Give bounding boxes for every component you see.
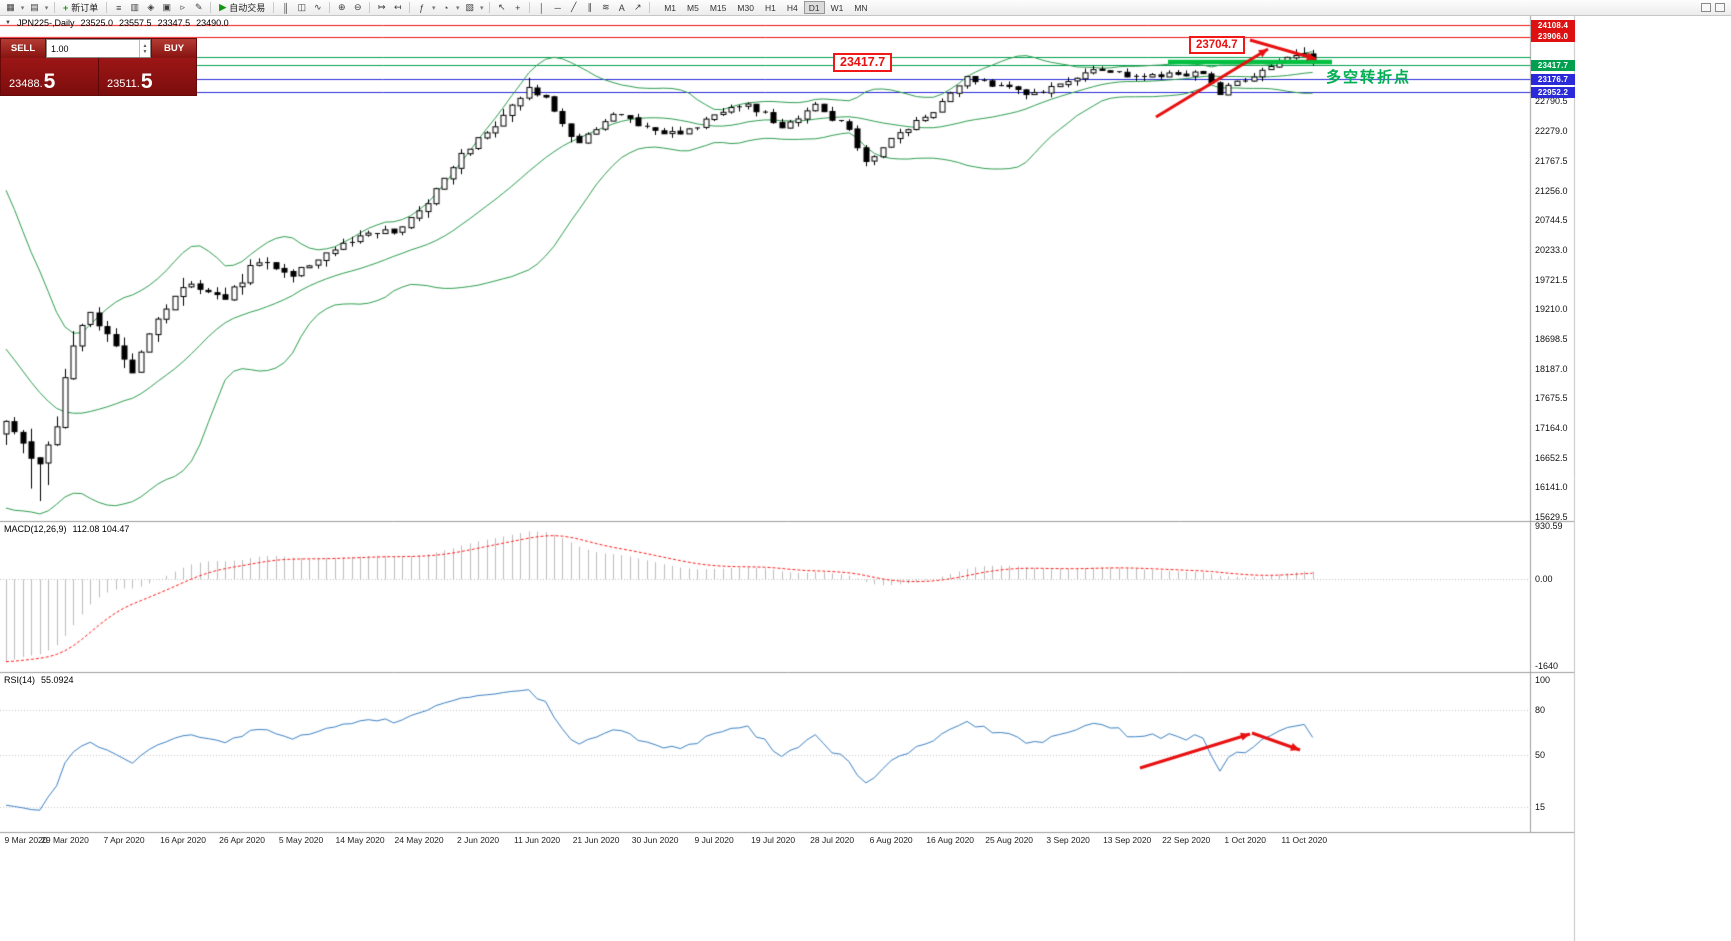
- symbol-period-label: JPN225-,Daily: [16, 18, 75, 28]
- window-minimize-icon[interactable]: [1715, 3, 1725, 12]
- rsi-name: RSI(14): [4, 675, 36, 685]
- high-value: 23557.5: [119, 18, 152, 28]
- horizontal-line-icon[interactable]: ─: [554, 2, 561, 13]
- periods-caret-icon[interactable]: ▾: [455, 4, 460, 12]
- timeframe-button-mn[interactable]: MN: [854, 3, 868, 13]
- vertical-line-icon[interactable]: │: [538, 2, 545, 13]
- toolbar-separator: [273, 2, 275, 13]
- new-order-button[interactable]: + 新订单: [59, 1, 102, 15]
- bar-chart-icon[interactable]: ║: [282, 2, 289, 13]
- autotrading-button-label: 自动交易: [229, 3, 266, 13]
- main-toolbar: ▦ ▾ ▤ ▾ + 新订单 ≡ ▥ ◈ ▣ ▹ ✎ ▶ 自动交易 ║ ◫ ∿ ⊕ ⊖ ↦ ↤ ƒ ▾ ◔ ▾ ▧ ▾ ↖ + │ ─ ╱ ∥ ≋ A…: [0, 0, 1731, 16]
- timeframe-button-m5[interactable]: M5: [687, 3, 699, 13]
- buy-price-main: 23511.: [107, 78, 140, 90]
- price-annotation-23704[interactable]: 23704.7: [1189, 36, 1245, 54]
- buy-price-display[interactable]: 23511. 5: [99, 58, 196, 95]
- timeframe-button-m15[interactable]: M15: [709, 3, 727, 13]
- toolbar-separator: [106, 2, 108, 13]
- timeframe-button-h1[interactable]: H1: [764, 3, 776, 13]
- cursor-icon[interactable]: ↖: [497, 2, 506, 12]
- sell-price-pips: 5: [43, 70, 56, 93]
- autotrading-icon: ▶: [219, 2, 227, 12]
- toolbar-separator: [369, 2, 371, 13]
- timeframe-button-m1[interactable]: M1: [664, 3, 677, 13]
- buy-button[interactable]: BUY: [151, 39, 196, 58]
- data-window-icon[interactable]: ▥: [130, 2, 140, 12]
- open-value: 23525.0: [80, 18, 114, 28]
- macd-indicator-label: MACD(12,26,9) 112.08 104.47: [4, 524, 129, 534]
- toolbar-separator: [649, 2, 651, 13]
- new-order-icon: +: [63, 2, 69, 13]
- navigator-icon[interactable]: ◈: [147, 2, 155, 12]
- timeframe-button-w1[interactable]: W1: [830, 3, 844, 13]
- sell-price-main: 23488.: [9, 78, 43, 90]
- low-value: 23347.5: [157, 18, 191, 28]
- timeframe-button-m30[interactable]: M30: [737, 3, 754, 13]
- toolbar-separator: [329, 2, 331, 13]
- new-chart-icon[interactable]: ▦: [6, 2, 15, 12]
- close-value: 23490.0: [196, 18, 229, 28]
- lot-size-field[interactable]: 1.00 ▲ ▼: [46, 39, 151, 58]
- trendline-icon[interactable]: ╱: [571, 2, 577, 12]
- window-restore-icon[interactable]: [1701, 3, 1711, 12]
- one-click-buttons-row: SELL 1.00 ▲ ▼ BUY: [1, 39, 196, 58]
- autotrading-button[interactable]: ▶ 自动交易: [215, 1, 269, 15]
- sell-button[interactable]: SELL: [1, 39, 46, 58]
- price-chart-canvas[interactable]: [0, 16, 1731, 941]
- profiles-caret-icon[interactable]: ▾: [44, 4, 49, 12]
- chart-info-line: ▼ JPN225-,Daily 23525.0 23557.5 23347.5 …: [5, 18, 229, 29]
- price-divider: [98, 58, 99, 95]
- macd-values: 112.08 104.47: [72, 524, 130, 534]
- lot-decrease-icon[interactable]: ▼: [142, 48, 148, 55]
- templates-icon[interactable]: ▧: [465, 2, 474, 12]
- buy-price-pips: 5: [140, 70, 153, 93]
- fibonacci-icon[interactable]: ≋: [601, 2, 610, 12]
- auto-scroll-icon[interactable]: ↦: [377, 2, 386, 12]
- macd-name: MACD(12,26,9): [4, 524, 67, 534]
- strategy-tester-icon[interactable]: ▹: [180, 2, 186, 12]
- line-chart-icon[interactable]: ∿: [313, 2, 322, 12]
- new-chart-caret-icon[interactable]: ▾: [20, 4, 25, 12]
- periods-icon[interactable]: ◔: [443, 2, 449, 13]
- toolbar-separator: [409, 2, 411, 13]
- new-order-button-label: 新订单: [71, 3, 99, 13]
- rsi-values: 55.0924: [41, 675, 74, 685]
- candlestick-chart-icon[interactable]: ◫: [297, 2, 306, 12]
- turning-point-annotation: 多空转折点: [1326, 69, 1412, 86]
- text-icon[interactable]: A: [618, 2, 625, 13]
- zoom-in-icon[interactable]: ⊕: [337, 2, 346, 12]
- lot-stepper[interactable]: ▲ ▼: [139, 40, 150, 57]
- templates-caret-icon[interactable]: ▾: [479, 4, 484, 12]
- timeframe-toolbar: M1 M5 M15 M30 H1 H4 D1 W1 MN: [659, 1, 872, 14]
- metaeditor-icon[interactable]: ✎: [195, 2, 203, 12]
- one-click-trading-panel: SELL 1.00 ▲ ▼ BUY 23488. 5 23511. 5: [0, 38, 197, 96]
- chart-shift-icon[interactable]: ↤: [393, 2, 402, 12]
- crosshair-icon[interactable]: +: [515, 2, 521, 13]
- profiles-icon[interactable]: ▤: [30, 2, 39, 12]
- timeframe-button-h4[interactable]: H4: [786, 3, 798, 13]
- one-click-collapse-icon[interactable]: ▼: [5, 20, 11, 26]
- toolbar-window-controls: [1701, 3, 1728, 12]
- price-annotation-23417[interactable]: 23417.7: [833, 53, 893, 72]
- timeframe-button-d1[interactable]: D1: [803, 1, 825, 14]
- toolbar-separator: [489, 2, 491, 13]
- toolbar-separator: [210, 2, 212, 13]
- one-click-prices-row: 23488. 5 23511. 5: [1, 58, 196, 95]
- terminal-icon[interactable]: ▣: [162, 2, 172, 12]
- arrows-icon[interactable]: ↗: [633, 2, 642, 12]
- indicators-caret-icon[interactable]: ▾: [431, 4, 436, 12]
- toolbar-separator: [529, 2, 531, 13]
- indicators-icon[interactable]: ƒ: [419, 2, 425, 13]
- market-watch-icon[interactable]: ≡: [116, 2, 122, 13]
- channel-icon[interactable]: ∥: [587, 2, 592, 12]
- toolbar-separator: [54, 2, 55, 13]
- zoom-out-icon[interactable]: ⊖: [353, 2, 362, 12]
- toolbar-buttons-area: ▦ ▾ ▤ ▾ + 新订单 ≡ ▥ ◈ ▣ ▹ ✎ ▶ 自动交易 ║ ◫ ∿ ⊕ ⊖ ↦ ↤ ƒ ▾ ◔ ▾ ▧ ▾ ↖ + │ ─ ╱ ∥ ≋ A…: [3, 0, 873, 16]
- sell-price-display[interactable]: 23488. 5: [1, 58, 98, 95]
- rsi-indicator-label: RSI(14) 55.0924: [4, 675, 74, 685]
- lot-size-value: 1.00: [51, 43, 69, 54]
- lot-increase-icon[interactable]: ▲: [142, 42, 148, 49]
